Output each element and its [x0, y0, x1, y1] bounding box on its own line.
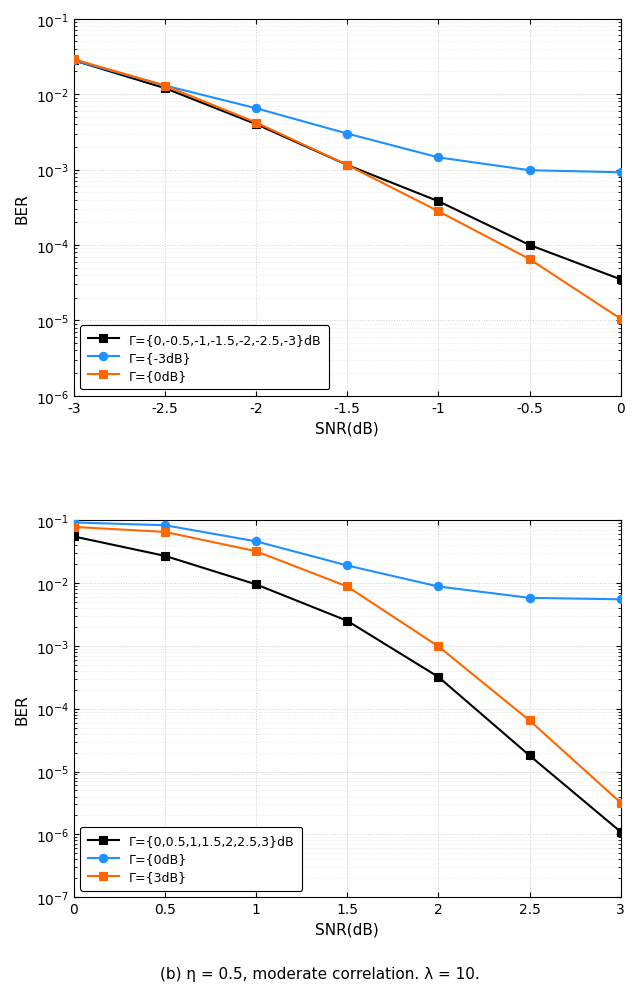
Γ={0,0.5,1,1.5,2,2.5,3}dB [70, 531, 77, 543]
Γ={0dB} [525, 253, 533, 265]
Γ={0,-0.5,-1,-1.5,-2,-2.5,-3}dB [344, 160, 351, 172]
Γ={3dB} [161, 527, 169, 538]
Text: (b) η = 0.5, moderate correlation. λ = 10.: (b) η = 0.5, moderate correlation. λ = 1… [160, 966, 480, 981]
Legend: Γ={0,0.5,1,1.5,2,2.5,3}dB, Γ={0dB}, Γ={3dB}: Γ={0,0.5,1,1.5,2,2.5,3}dB, Γ={0dB}, Γ={3… [80, 827, 302, 891]
Γ={0dB} [525, 593, 533, 604]
X-axis label: SNR(dB): SNR(dB) [316, 421, 379, 436]
Γ={0,-0.5,-1,-1.5,-2,-2.5,-3}dB [161, 83, 169, 95]
Γ={0dB} [435, 581, 442, 593]
Γ={0,0.5,1,1.5,2,2.5,3}dB [617, 826, 625, 838]
Γ={-3dB} [435, 152, 442, 164]
Y-axis label: BER: BER [15, 693, 30, 725]
Γ={-3dB} [252, 104, 260, 115]
Line: Γ={0dB}: Γ={0dB} [70, 519, 625, 603]
Γ={0dB} [70, 54, 77, 66]
Γ={-3dB} [617, 168, 625, 179]
Γ={0,-0.5,-1,-1.5,-2,-2.5,-3}dB [617, 274, 625, 286]
Γ={0dB} [252, 117, 260, 129]
Γ={0,-0.5,-1,-1.5,-2,-2.5,-3}dB [252, 119, 260, 131]
Y-axis label: BER: BER [15, 192, 30, 224]
Γ={0dB} [617, 594, 625, 605]
Γ={0dB} [252, 535, 260, 547]
Γ={3dB} [617, 797, 625, 809]
Γ={0dB} [161, 81, 169, 93]
Γ={3dB} [252, 546, 260, 558]
Line: Γ={3dB}: Γ={3dB} [70, 524, 625, 807]
Γ={3dB} [344, 581, 351, 593]
Γ={-3dB} [344, 128, 351, 140]
Γ={0,0.5,1,1.5,2,2.5,3}dB [525, 749, 533, 761]
Γ={0dB} [344, 560, 351, 572]
X-axis label: SNR(dB): SNR(dB) [316, 922, 379, 937]
Γ={0dB} [617, 314, 625, 325]
Γ={0dB} [161, 520, 169, 531]
Γ={0dB} [344, 160, 351, 172]
Γ={0,-0.5,-1,-1.5,-2,-2.5,-3}dB [435, 196, 442, 208]
Γ={3dB} [70, 522, 77, 533]
Γ={3dB} [525, 715, 533, 727]
Γ={0,0.5,1,1.5,2,2.5,3}dB [435, 671, 442, 683]
Γ={-3dB} [525, 165, 533, 176]
Line: Γ={-3dB}: Γ={-3dB} [70, 57, 625, 177]
Γ={0,-0.5,-1,-1.5,-2,-2.5,-3}dB [70, 55, 77, 67]
Line: Γ={0dB}: Γ={0dB} [70, 56, 625, 323]
Line: Γ={0,-0.5,-1,-1.5,-2,-2.5,-3}dB: Γ={0,-0.5,-1,-1.5,-2,-2.5,-3}dB [70, 57, 625, 284]
Γ={0,0.5,1,1.5,2,2.5,3}dB [161, 550, 169, 562]
Γ={0,-0.5,-1,-1.5,-2,-2.5,-3}dB [525, 240, 533, 251]
Γ={0,0.5,1,1.5,2,2.5,3}dB [252, 579, 260, 591]
Line: Γ={0,0.5,1,1.5,2,2.5,3}dB: Γ={0,0.5,1,1.5,2,2.5,3}dB [70, 532, 625, 836]
Γ={-3dB} [161, 81, 169, 93]
Γ={0,0.5,1,1.5,2,2.5,3}dB [344, 615, 351, 627]
Γ={0dB} [70, 517, 77, 528]
Legend: Γ={0,-0.5,-1,-1.5,-2,-2.5,-3}dB, Γ={-3dB}, Γ={0dB}: Γ={0,-0.5,-1,-1.5,-2,-2.5,-3}dB, Γ={-3dB… [80, 326, 329, 390]
Γ={3dB} [435, 641, 442, 653]
Γ={0dB} [435, 206, 442, 218]
Γ={-3dB} [70, 55, 77, 67]
